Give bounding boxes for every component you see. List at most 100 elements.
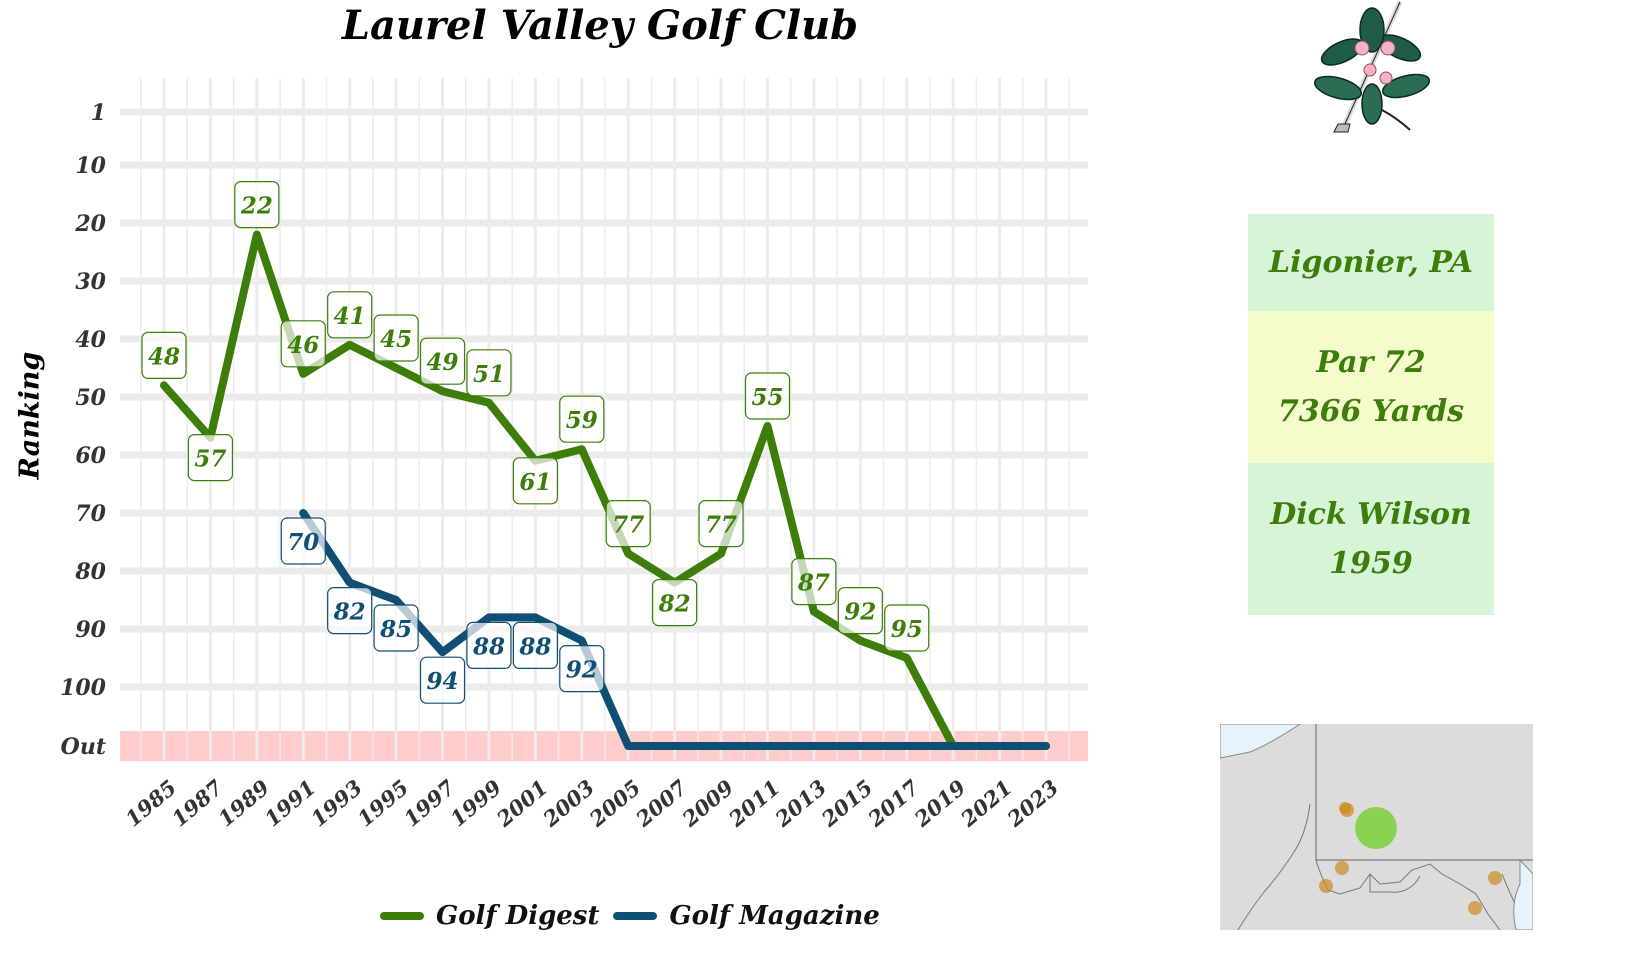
chart-title: Laurel Valley Golf Club	[341, 2, 859, 49]
data-label: 46	[287, 332, 319, 359]
data-label-box	[373, 604, 419, 652]
legend: Golf Digest Golf Magazine	[380, 896, 880, 936]
data-label: 88	[472, 633, 505, 660]
architect-text: Dick Wilson	[1270, 497, 1472, 532]
x-tick-label: 2017	[862, 774, 924, 832]
map-marker-course	[1335, 861, 1349, 875]
x-tick-label: 2003	[537, 775, 599, 832]
x-tick-label: 2023	[1002, 775, 1064, 832]
data-label-box	[559, 395, 605, 443]
data-label-box	[884, 604, 930, 652]
map-marker-course	[1468, 901, 1482, 915]
x-tick-label: 1985	[120, 775, 181, 832]
series-line-golf-digest	[160, 230, 1050, 750]
x-tick-label: 2009	[677, 774, 739, 832]
data-label: 61	[519, 469, 551, 496]
x-tick-label: 2007	[630, 774, 692, 832]
data-label-box	[698, 500, 744, 548]
y-tick-label: 100	[60, 675, 107, 701]
architect-box: Dick Wilson 1959	[1248, 463, 1494, 615]
par-text: Par 72	[1316, 345, 1426, 380]
x-tick-label: 1995	[352, 775, 413, 832]
data-label: 77	[612, 512, 644, 539]
data-label: 51	[473, 361, 505, 388]
data-label-box	[605, 500, 651, 548]
map-marker-course	[1319, 879, 1333, 893]
map-marker-course	[1339, 802, 1351, 814]
year-text: 1959	[1329, 546, 1413, 581]
data-label-box	[791, 557, 837, 606]
data-label: 77	[705, 512, 737, 539]
y-tick-label: 90	[75, 617, 106, 643]
x-tick-label: 2005	[584, 775, 646, 832]
data-label-box	[327, 291, 373, 339]
legend-item-golf-digest: Golf Digest	[380, 901, 599, 931]
location-box: Ligonier, PA	[1248, 214, 1494, 311]
series-line-golf-magazine	[299, 509, 1050, 750]
data-label: 48	[148, 343, 180, 370]
location-map	[1220, 724, 1533, 930]
data-label: 22	[240, 193, 273, 220]
x-tick-label: 2001	[491, 775, 553, 832]
x-tick-label: 1999	[445, 774, 506, 831]
x-tick-label: 2015	[816, 775, 878, 832]
x-tick-label: 2011	[723, 775, 785, 832]
data-label-box	[419, 337, 466, 385]
yards-text: 7366 Yards	[1277, 394, 1465, 429]
location-text: Ligonier, PA	[1269, 245, 1473, 280]
y-tick-label: Out	[61, 734, 106, 760]
data-label: 70	[287, 529, 319, 556]
data-label: 82	[658, 591, 691, 618]
x-tick-label: 1987	[167, 774, 228, 831]
legend-item-golf-magazine: Golf Magazine	[613, 901, 880, 931]
y-tick-label: 50	[75, 385, 106, 411]
data-label: 95	[891, 616, 923, 643]
data-label: 87	[797, 570, 830, 597]
data-label: 82	[333, 599, 366, 626]
x-tick-label: 2013	[769, 775, 831, 832]
data-label-box	[466, 349, 512, 397]
data-label: 85	[379, 616, 412, 643]
y-tick-label: 40	[75, 327, 106, 353]
data-label-box	[512, 457, 558, 505]
data-label: 49	[427, 349, 459, 376]
data-label: 88	[518, 633, 551, 660]
y-tick-label: 80	[74, 559, 106, 585]
legend-label-golf-digest: Golf Digest	[436, 901, 600, 931]
y-tick-label: 10	[75, 153, 106, 179]
data-label-box	[280, 320, 326, 368]
data-label-box	[559, 644, 605, 693]
x-tick-label: 2019	[909, 774, 971, 832]
data-label-box	[327, 586, 373, 635]
data-label-box	[466, 621, 512, 670]
map-marker-course	[1488, 871, 1502, 885]
x-tick-label: 1997	[399, 774, 460, 831]
y-tick-label: 30	[75, 269, 106, 295]
x-tick-label: 2021	[955, 775, 1017, 832]
data-label: 45	[380, 326, 412, 353]
x-tick-label: 1991	[260, 775, 321, 832]
legend-label-golf-magazine: Golf Magazine	[669, 901, 880, 931]
legend-swatch-golf-digest	[380, 912, 424, 920]
data-label: 94	[427, 668, 459, 695]
data-label-box	[141, 331, 187, 379]
x-tick-label: 1989	[213, 774, 274, 831]
data-label-box	[373, 314, 419, 362]
data-label: 92	[566, 657, 598, 684]
data-label: 59	[566, 407, 598, 434]
data-label-box	[512, 621, 558, 670]
data-label-box	[187, 434, 234, 482]
y-tick-label: 70	[75, 501, 106, 527]
data-label-box	[280, 517, 326, 565]
data-label-box	[837, 586, 883, 635]
data-label: 57	[194, 446, 226, 473]
y-tick-label: 20	[74, 211, 106, 237]
legend-swatch-golf-magazine	[613, 912, 658, 920]
data-label: 41	[334, 303, 366, 330]
data-label-box	[234, 181, 280, 229]
data-label-box	[652, 578, 698, 627]
y-tick-label: 60	[75, 443, 106, 469]
data-label: 55	[751, 384, 783, 411]
x-tick-label: 1993	[306, 775, 367, 832]
